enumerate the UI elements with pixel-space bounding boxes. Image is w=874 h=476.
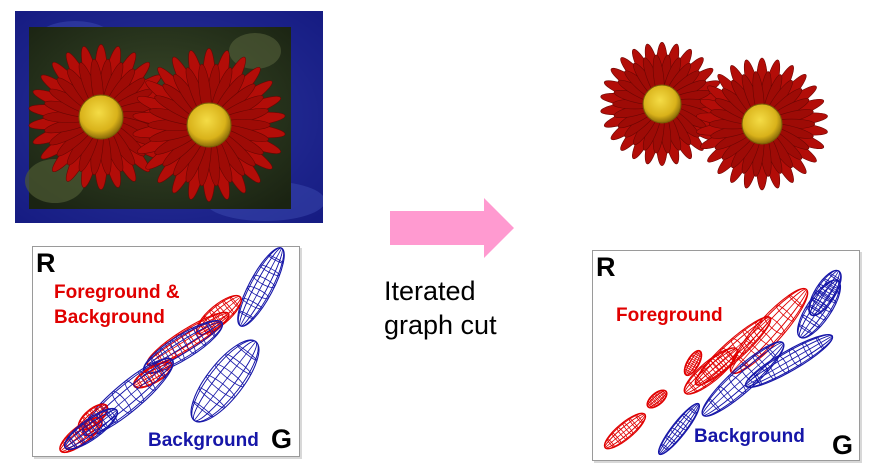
left-label-background: Background	[148, 430, 259, 451]
right-axis-g: G	[832, 430, 854, 460]
segmented-image	[600, 41, 828, 191]
segmented-flower-right-icon	[696, 57, 828, 191]
left-label-mixed-line-2: Background	[54, 307, 165, 328]
left-axis-r: R	[36, 248, 56, 278]
right-label-background: Background	[694, 426, 805, 447]
left-label-mixed: Foreground & Background	[54, 280, 180, 330]
flower-right-icon	[132, 48, 286, 202]
flower-left-icon	[28, 44, 174, 190]
left-gmm-ellipses	[59, 247, 285, 454]
caption-line-2: graph cut	[384, 310, 497, 340]
caption-line-1: Iterated	[384, 276, 476, 306]
right-axis-r: R	[596, 252, 616, 282]
left-color-plot	[32, 246, 300, 457]
caption: Iterated graph cut	[384, 274, 497, 342]
right-label-foreground: Foreground	[616, 305, 723, 326]
segmented-flower-left-icon	[600, 41, 724, 167]
input-image	[15, 11, 323, 223]
left-label-mixed-line-1: Foreground &	[54, 282, 180, 303]
arrow-right-icon	[390, 198, 514, 258]
left-axis-g: G	[271, 424, 293, 454]
right-gmm-ellipses	[603, 269, 842, 456]
